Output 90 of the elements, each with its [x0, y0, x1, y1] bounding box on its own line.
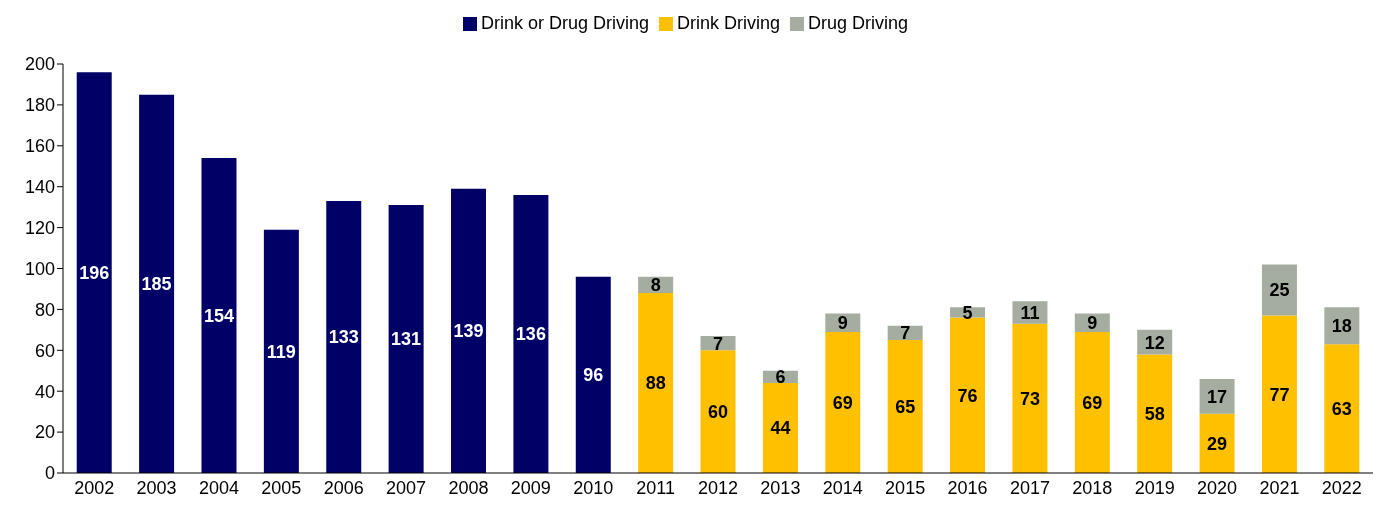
bar	[263, 229, 299, 473]
y-tick-label: 120	[24, 217, 55, 238]
bar	[1324, 344, 1360, 473]
data-label: 7	[713, 333, 724, 354]
data-label: 6	[775, 367, 786, 388]
data-label: 18	[1331, 316, 1352, 337]
bar	[700, 350, 736, 473]
data-label: 154	[203, 305, 235, 326]
x-tick-label: 2015	[885, 477, 926, 498]
x-tick-label: 2008	[448, 477, 489, 498]
x-tick-label: 2021	[1259, 477, 1300, 498]
y-tick-label: 160	[24, 136, 55, 157]
bar	[1261, 264, 1297, 316]
data-label: 5	[962, 302, 973, 323]
y-tick-label: 40	[34, 381, 55, 402]
legend-label: Drink or Drug Driving	[480, 13, 649, 33]
bar	[326, 201, 362, 473]
bar	[950, 317, 986, 473]
bar	[1074, 331, 1110, 473]
x-tick-label: 2002	[74, 477, 115, 498]
data-label: 139	[453, 321, 484, 342]
data-label: 88	[645, 373, 666, 394]
bar	[1261, 315, 1297, 473]
data-label: 9	[837, 313, 848, 334]
y-tick-label: 100	[24, 258, 55, 279]
legend-label: Drink Driving	[676, 13, 781, 33]
x-tick-label: 2018	[1072, 477, 1113, 498]
y-tick-label: 80	[34, 299, 55, 320]
x-tick-label: 2009	[510, 477, 551, 498]
data-label: 96	[583, 365, 604, 386]
x-tick-label: 2014	[822, 477, 863, 498]
x-tick-label: 2011	[636, 477, 675, 498]
x-tick-label: 2006	[323, 477, 364, 498]
bar	[887, 340, 923, 473]
bar	[1199, 378, 1235, 414]
bar	[1012, 323, 1048, 473]
bar	[1137, 354, 1173, 473]
x-tick-label: 2020	[1197, 477, 1238, 498]
data-label: 44	[770, 418, 791, 439]
y-tick-label: 60	[34, 340, 55, 361]
x-tick-label: 2003	[136, 477, 177, 498]
data-label: 11	[1020, 302, 1040, 323]
data-label: 12	[1144, 332, 1165, 353]
data-label: 76	[957, 385, 978, 406]
x-tick-label: 2005	[261, 477, 302, 498]
y-tick-label: 200	[24, 54, 55, 75]
data-label: 196	[79, 262, 110, 283]
data-label: 73	[1019, 388, 1040, 409]
x-tick-label: 2010	[573, 477, 614, 498]
bar	[76, 72, 112, 473]
data-label: 131	[391, 329, 422, 350]
x-tick-label: 2017	[1009, 477, 1050, 498]
data-label: 77	[1269, 384, 1290, 405]
y-tick-label: 140	[24, 177, 55, 198]
x-tick-label: 2016	[947, 477, 988, 498]
bar	[638, 293, 674, 473]
x-tick-label: 2019	[1134, 477, 1175, 498]
data-label: 60	[708, 402, 729, 423]
data-label: 25	[1269, 280, 1290, 301]
bar	[762, 383, 798, 473]
x-tick-label: 2022	[1321, 477, 1362, 498]
x-tick-label: 2004	[198, 477, 239, 498]
data-label: 7	[900, 323, 911, 344]
x-tick-label: 2007	[386, 477, 427, 498]
y-tick-label: 0	[44, 463, 55, 484]
bar	[388, 205, 424, 473]
data-label: 133	[328, 327, 359, 348]
data-label: 69	[832, 392, 853, 413]
bar	[575, 276, 611, 473]
y-tick-label: 20	[34, 422, 55, 443]
x-tick-label: 2013	[760, 477, 801, 498]
data-label: 63	[1331, 398, 1352, 419]
bar	[201, 158, 237, 473]
data-label: 17	[1207, 386, 1228, 407]
data-label: 119	[266, 341, 296, 362]
data-label: 58	[1144, 404, 1165, 425]
data-label: 9	[1087, 313, 1098, 334]
bar	[825, 331, 861, 473]
y-tick-label: 180	[24, 95, 55, 116]
data-label: 136	[515, 324, 546, 345]
data-label: 185	[141, 274, 172, 295]
bar	[513, 194, 549, 473]
data-label: 69	[1082, 392, 1103, 413]
legend-label: Drug Driving	[808, 13, 909, 33]
data-label: 29	[1207, 433, 1228, 454]
data-label: 8	[650, 275, 661, 296]
bar	[139, 94, 175, 473]
x-tick-label: 2012	[697, 477, 739, 498]
bar	[451, 188, 487, 473]
data-label: 65	[895, 396, 916, 417]
